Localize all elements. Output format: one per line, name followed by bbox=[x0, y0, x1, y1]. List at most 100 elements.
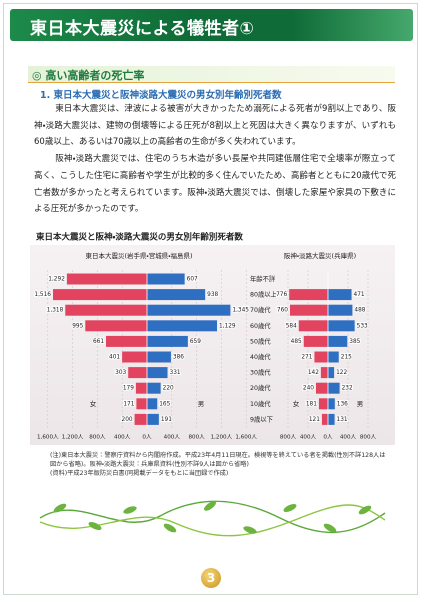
value-label: 179 bbox=[123, 386, 134, 392]
bar bbox=[147, 398, 158, 410]
value-label: 401 bbox=[109, 355, 120, 361]
value-label: 121 bbox=[309, 417, 320, 423]
value-label: 1,345 bbox=[232, 308, 249, 314]
series-label: 女 bbox=[293, 399, 300, 408]
value-label: 488 bbox=[354, 308, 365, 314]
category-label: 40歳代 bbox=[250, 352, 271, 361]
bar bbox=[66, 273, 147, 285]
value-label: 385 bbox=[349, 339, 360, 345]
body-text: 東日本大震災は、津波による被害が大きかったため溺死による死者が9割以上であり、阪… bbox=[34, 101, 396, 218]
value-label: 1,318 bbox=[47, 308, 64, 314]
x-tick-label: 0人 bbox=[142, 435, 152, 441]
bar bbox=[128, 367, 147, 379]
section-heading: ◎ 高い高齢者の死亡率 bbox=[32, 69, 145, 82]
series-label: 男 bbox=[357, 400, 364, 408]
header-band: 東日本大震災による犠牲者① bbox=[10, 9, 413, 41]
bar bbox=[328, 351, 339, 363]
x-tick-label: 400人 bbox=[340, 435, 357, 441]
value-label: 659 bbox=[190, 339, 201, 345]
vine-decoration bbox=[39, 500, 386, 537]
value-label: 191 bbox=[161, 417, 172, 423]
chart-subtitle: 阪神・淡路大震災(兵庫県) bbox=[284, 251, 356, 260]
value-label: 200 bbox=[122, 417, 133, 423]
x-tick-label: 1,600人 bbox=[37, 435, 59, 441]
x-tick-label: 800人 bbox=[89, 435, 106, 441]
bar bbox=[328, 335, 348, 347]
figure: 東日本大震災と阪神・淡路大震災の男女別年齢別死者数 年齢不詳 80歳以上 70歳代 6… bbox=[30, 232, 395, 445]
value-label: 386 bbox=[173, 355, 184, 361]
bar bbox=[314, 351, 328, 363]
value-label: 181 bbox=[306, 401, 317, 407]
bar bbox=[147, 289, 206, 301]
bar bbox=[147, 367, 168, 379]
value-label: 171 bbox=[123, 401, 134, 407]
category-label: 9歳以下 bbox=[250, 414, 273, 423]
x-tick-label: 800人 bbox=[360, 435, 377, 441]
bar bbox=[147, 320, 217, 332]
bar bbox=[53, 289, 148, 301]
category-label: 50歳代 bbox=[250, 336, 271, 345]
value-label: 232 bbox=[342, 386, 353, 392]
x-tick-label: 400人 bbox=[114, 435, 131, 441]
value-label: 607 bbox=[187, 277, 198, 283]
bar bbox=[328, 367, 335, 379]
bar bbox=[135, 382, 147, 394]
x-tick-label: 400人 bbox=[164, 435, 181, 441]
bar bbox=[316, 382, 328, 394]
value-label: 240 bbox=[303, 386, 314, 392]
bar bbox=[147, 304, 231, 316]
value-label: 938 bbox=[207, 292, 218, 298]
value-label: 220 bbox=[163, 386, 174, 392]
bar bbox=[303, 335, 328, 347]
value-label: 661 bbox=[93, 339, 104, 345]
bar bbox=[290, 304, 328, 316]
x-tick-label: 400人 bbox=[300, 435, 317, 441]
x-tick-label: 1,200人 bbox=[62, 435, 84, 441]
notes: (注)東日本大震災：警察庁資料から内閣府作成。平成23年4月11日現在。検視等を… bbox=[50, 451, 390, 478]
x-tick-label: 1,600人 bbox=[235, 435, 257, 441]
chart-subtitle: 東日本大震災(岩手県・宮城県・福島県) bbox=[86, 251, 193, 260]
bar bbox=[122, 351, 147, 363]
bar bbox=[65, 304, 147, 316]
x-tick-label: 800人 bbox=[280, 435, 297, 441]
value-label: 776 bbox=[276, 292, 287, 298]
value-label: 1,516 bbox=[34, 292, 51, 298]
bar bbox=[328, 413, 335, 425]
bar bbox=[134, 413, 147, 425]
bar bbox=[328, 398, 335, 410]
bar bbox=[320, 367, 328, 379]
section-band: ◎ 高い高齢者の死亡率 bbox=[28, 66, 395, 83]
paragraph: 東日本大震災は、津波による被害が大きかったため溺死による死者が9割以上であり、阪… bbox=[34, 104, 396, 148]
value-label: 136 bbox=[337, 401, 348, 407]
x-tick-label: 1,200人 bbox=[211, 435, 233, 441]
value-label: 1,129 bbox=[219, 323, 236, 329]
value-label: 1,292 bbox=[48, 277, 65, 283]
bar bbox=[298, 320, 328, 332]
page-title: 東日本大震災による犠牲者① bbox=[30, 19, 255, 39]
bar bbox=[136, 398, 147, 410]
series-label: 女 bbox=[90, 399, 97, 408]
value-label: 215 bbox=[341, 355, 352, 361]
bar bbox=[321, 413, 328, 425]
x-tick-label: 800人 bbox=[188, 435, 205, 441]
page-number: 3 bbox=[201, 568, 221, 588]
series-label: 男 bbox=[198, 400, 205, 408]
note: (資料)平成23年版防災白書(同掲載データをもとに当団録で作成) bbox=[50, 470, 229, 477]
page-frame bbox=[3, 3, 418, 595]
bar bbox=[328, 289, 352, 301]
category-label: 10歳代 bbox=[250, 399, 271, 408]
value-label: 142 bbox=[308, 370, 319, 376]
category-label: 30歳代 bbox=[250, 368, 271, 377]
value-label: 271 bbox=[301, 355, 312, 361]
bar bbox=[328, 320, 355, 332]
value-label: 485 bbox=[291, 339, 302, 345]
category-label: 70歳代 bbox=[250, 305, 271, 314]
bar bbox=[147, 382, 161, 394]
value-label: 533 bbox=[357, 323, 368, 329]
value-label: 165 bbox=[159, 401, 170, 407]
bar bbox=[147, 335, 188, 347]
category-label: 80歳以上 bbox=[250, 290, 277, 299]
bar bbox=[85, 320, 147, 332]
bar bbox=[318, 398, 328, 410]
